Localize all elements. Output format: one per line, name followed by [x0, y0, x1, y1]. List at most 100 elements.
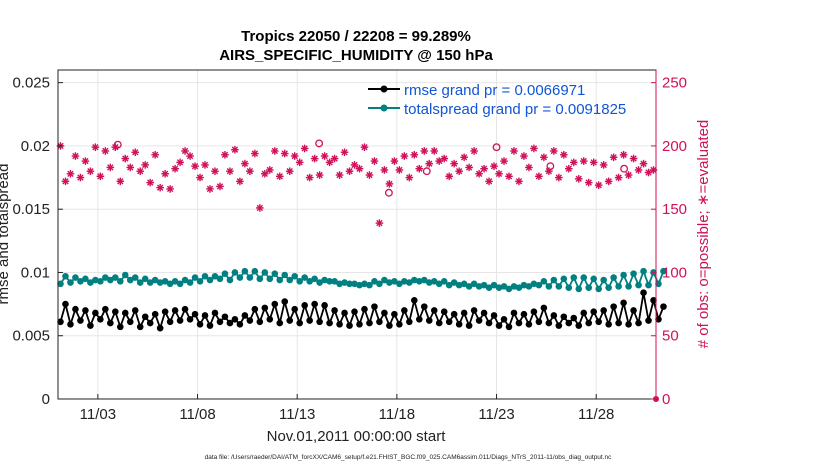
obs-evaluated-point [71, 152, 80, 160]
obs-evaluated-point [156, 183, 164, 192]
y-tick-label-left: 0.005 [12, 328, 50, 345]
obs-evaluated-point [275, 172, 284, 181]
obs-evaluated-point [460, 153, 468, 162]
totalspread-point [107, 276, 114, 284]
asterisk-stroke [251, 150, 259, 157]
totalspread-point [480, 281, 488, 289]
asterisk-stroke [580, 157, 587, 165]
obs-evaluated-point [106, 163, 115, 172]
rmse-point [331, 307, 338, 314]
totalspread-point [550, 276, 558, 284]
totalspread-point [221, 270, 229, 278]
rmse-point [371, 303, 378, 310]
obs-evaluated-point [196, 173, 204, 182]
obs-evaluated-point [500, 157, 508, 165]
asterisk-stroke [520, 152, 528, 160]
rmse-point [156, 324, 164, 332]
obs-evaluated-point [609, 153, 618, 162]
asterisk-stroke [72, 152, 79, 160]
obs-possible-point [620, 164, 629, 173]
x-tick-label: 11/23 [478, 406, 514, 423]
legend-rmse-label: rmse grand pr = 0.0066971 [404, 82, 585, 99]
asterisk-stroke [266, 166, 273, 174]
x-tick-label: 11/03 [80, 406, 116, 423]
asterisk-stroke [465, 164, 473, 171]
obs-evaluated-point [216, 182, 224, 191]
obs-evaluated-point [246, 167, 254, 176]
asterisk-stroke [301, 145, 308, 152]
obs-evaluated-point [330, 154, 339, 163]
obs-evaluated-point [465, 163, 473, 172]
rmse-point [610, 303, 617, 310]
asterisk-stroke [82, 157, 89, 165]
obs-evaluated-point [505, 172, 513, 181]
rmse-point [112, 308, 119, 315]
rmse-point [126, 318, 134, 326]
obs-evaluated-point [440, 154, 449, 163]
rmse-point [411, 297, 418, 304]
asterisk-stroke [426, 160, 433, 167]
obs-evaluated-point [96, 172, 105, 181]
totalspread-point [386, 279, 393, 286]
rmse-point [396, 321, 403, 328]
asterisk-stroke [281, 150, 288, 157]
y-tick-label-right: 100 [662, 264, 687, 281]
totalspread-point [226, 276, 234, 284]
rmse-point [585, 319, 593, 327]
rmse-point [376, 318, 383, 326]
obs-evaluated-point [186, 152, 194, 160]
rmse-point [450, 310, 458, 318]
totalspread-point [256, 275, 264, 283]
obs-evaluated-point [495, 169, 503, 178]
obs-evaluated-point [530, 144, 538, 153]
obs-evaluated-point [584, 178, 593, 187]
y-axis-label-right: # of obs: o=possible; ∗=evaluated [695, 120, 712, 349]
asterisk-stroke [142, 161, 149, 169]
totalspread-point [475, 283, 483, 290]
obs-evaluated-point [425, 159, 434, 168]
asterisk-stroke [505, 173, 513, 180]
rmse-point [595, 318, 602, 326]
totalspread-point [445, 281, 453, 289]
totalspread-point [326, 278, 333, 285]
totalspread-point [181, 276, 189, 284]
rmse-point [176, 317, 184, 324]
rmse-point [97, 315, 104, 323]
totalspread-point [176, 280, 184, 288]
rmse-point [326, 319, 333, 327]
totalspread-point [525, 283, 533, 290]
totalspread-point [371, 278, 378, 285]
totalspread-point [171, 278, 179, 285]
asterisk-stroke [77, 174, 84, 181]
rmse-point [281, 298, 289, 305]
asterisk-stroke [490, 162, 498, 170]
asterisk-stroke [276, 173, 283, 180]
rmse-point [510, 309, 518, 317]
asterisk-stroke [650, 166, 657, 174]
obs-evaluated-point [614, 173, 623, 182]
obs-evaluated-point [405, 173, 414, 182]
rmse-point [575, 322, 583, 329]
asterisk-stroke [226, 168, 234, 175]
totalspread-point [485, 284, 493, 291]
rmse-point [495, 322, 503, 329]
rmse-point [420, 303, 428, 310]
obs-possible-point [113, 140, 122, 149]
asterisk-stroke [67, 170, 74, 177]
obs-evaluated-point [146, 178, 154, 187]
asterisk-stroke [137, 168, 144, 175]
totalspread-point [660, 267, 667, 275]
asterisk-stroke [605, 178, 612, 185]
rmse-point [615, 319, 622, 327]
plot-frame [57, 69, 657, 400]
rmse-point [550, 312, 558, 319]
totalspread-point [630, 270, 637, 278]
obs-evaluated-point [231, 145, 239, 154]
asterisk-stroke [206, 185, 214, 193]
totalspread-point [435, 280, 443, 288]
rmse-point [151, 310, 159, 318]
asterisk-stroke [311, 155, 318, 162]
asterisk-stroke [321, 152, 328, 160]
obs-evaluated-point [415, 164, 424, 173]
